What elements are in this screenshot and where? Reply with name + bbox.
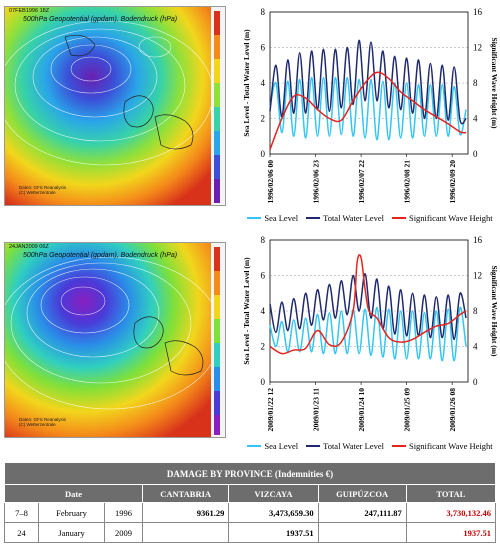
legend-item-sea-level: Sea Level (247, 441, 298, 451)
plot-frame (269, 239, 469, 383)
table-row: 7–8 February 1996 9361.29 3,473,659.30 2… (4, 502, 497, 523)
weather-map-1996: 07FEB1996 18Z 500hPa Geopotential (gpdam… (4, 6, 226, 206)
y2-tick-label: 8 (473, 78, 478, 88)
chart-legend: Sea Level Total Water Level Significant … (240, 441, 500, 451)
cell-day: 7–8 (4, 502, 39, 523)
y2-tick-label: 12 (473, 271, 482, 281)
y2-tick-label: 8 (473, 306, 478, 316)
cell-month: February (38, 502, 105, 523)
weather-map-2009: 24JAN2009 06Z 500hPa Geopotential (gpdam… (4, 242, 226, 438)
map-date: 07FEB1996 18Z (9, 8, 50, 14)
y-tick-label: 0 (261, 149, 266, 159)
plot-frame (269, 11, 469, 155)
y-tick-label: 2 (261, 342, 266, 352)
map-credit: (C) Wetterzentrale (19, 190, 56, 195)
y-tick-label: 4 (261, 306, 266, 316)
cell-total: 1937.51 (405, 522, 497, 543)
geopotential-map-image (5, 243, 225, 437)
table-title: DAMAGE BY PROVINCE (Indemnities €) (4, 462, 496, 485)
x-tick-label: 2009/01/23 11 (312, 388, 321, 431)
map-credit: Daten: GFS Reanalysis (19, 185, 67, 190)
map-credit: (C) Wetterzentrale (19, 422, 56, 427)
cell-guipuzcoa (317, 522, 407, 543)
cell-cantabria (141, 522, 230, 543)
series-line-significant-wave-height (269, 254, 467, 355)
y-axis-label: Sea Level - Total Water Level (m) (242, 257, 251, 365)
y2-tick-label: 0 (473, 149, 478, 159)
x-tick-label: 1996/02/08 21 (403, 160, 412, 204)
legend-item-total-water-level: Total Water Level (306, 441, 384, 451)
cell-year: 1996 (104, 502, 143, 523)
x-tick-label: 2009/01/24 10 (357, 388, 366, 432)
y-axis-label: Sea Level - Total Water Level (m) (242, 29, 251, 137)
chart-svg: 0 2 4 6 8 0 4 8 12 16 2009/01/22 12 2009/01/23 11 20… (242, 235, 499, 432)
series-line-total-water-level (269, 272, 467, 341)
y-tick-label: 6 (261, 43, 266, 53)
y2-tick-label: 12 (473, 43, 482, 53)
y2-tick-label: 16 (473, 235, 483, 245)
cell-day: 24 (4, 522, 39, 543)
y2-tick-label: 4 (473, 114, 478, 124)
map-date: 24JAN2009 06Z (9, 244, 49, 250)
cell-vizcaya: 1937.51 (228, 522, 319, 543)
legend-item-total-water-level: Total Water Level (306, 213, 384, 223)
y2-tick-label: 0 (473, 377, 478, 387)
cell-total: 3,730,132.46 (405, 502, 497, 523)
map-credit: Daten: GFS Reanalysis (19, 417, 67, 422)
map-title: 500hPa Geopotential (gpdam), Bodendruck … (23, 16, 178, 23)
y-tick-label: 8 (261, 7, 266, 17)
y2-axis-label: Significant Wave Height (m) (490, 266, 499, 357)
cell-vizcaya: 3,473,659.30 (228, 502, 319, 523)
legend-item-sea-level: Sea Level (247, 213, 298, 223)
map-title: 500hPa Geopotential (gpdam), Bodendruck … (23, 252, 178, 259)
table-row: 24 January 2009 1937.51 1937.51 (4, 522, 497, 543)
chart-svg: 0 2 4 6 8 0 4 8 12 16 1996/02/06 00 1996/02/06 23 19… (242, 7, 499, 204)
y-tick-label: 8 (261, 235, 266, 245)
y-tick-label: 4 (261, 78, 266, 88)
cell-month: January (38, 522, 105, 543)
water-level-chart-2009: 0 2 4 6 8 0 4 8 12 16 2009/01/22 12 2009/01/23 11 20… (240, 232, 500, 438)
x-tick-label: 1996/02/09 20 (448, 160, 457, 204)
y2-tick-label: 16 (473, 7, 483, 17)
cell-cantabria: 9361.29 (141, 502, 230, 523)
y2-tick-label: 4 (473, 342, 478, 352)
chart-legend: Sea Level Total Water Level Significant … (240, 213, 500, 223)
y-tick-label: 6 (261, 271, 266, 281)
cell-year: 2009 (104, 522, 143, 543)
series-line-sea-level (269, 306, 467, 362)
x-tick-label: 1996/02/06 00 (266, 160, 275, 204)
y2-axis-label: Significant Wave Height (m) (490, 38, 499, 129)
cell-guipuzcoa: 247,111.87 (317, 502, 407, 523)
y-tick-label: 2 (261, 114, 266, 124)
y-tick-label: 0 (261, 377, 266, 387)
series-line-sea-level (269, 76, 467, 141)
geopotential-map-image (5, 7, 225, 205)
x-tick-label: 2009/01/26 08 (448, 388, 457, 432)
column-header-cantabria: CANTABRIA (141, 484, 230, 503)
x-tick-label: 2009/01/22 12 (266, 388, 275, 432)
damage-table: DAMAGE BY PROVINCE (Indemnities €) Date … (4, 462, 497, 543)
column-header-total: TOTAL (405, 484, 497, 503)
x-tick-label: 1996/02/07 22 (357, 160, 366, 204)
x-tick-label: 1996/02/06 23 (312, 160, 321, 204)
column-header-vizcaya: VIZCAYA (228, 484, 319, 503)
series-line-total-water-level (269, 39, 467, 125)
series-line-significant-wave-height (269, 71, 467, 150)
x-tick-label: 2009/01/25 09 (403, 388, 412, 432)
legend-item-wave-height: Significant Wave Height (391, 213, 493, 223)
column-header-date: Date (4, 484, 143, 503)
legend-item-wave-height: Significant Wave Height (391, 441, 493, 451)
water-level-chart-1996: 0 2 4 6 8 0 4 8 12 16 1996/02/06 00 1996/02/06 23 19… (240, 4, 500, 210)
column-header-guipuzcoa: GUIPÚZCOA (317, 484, 407, 503)
